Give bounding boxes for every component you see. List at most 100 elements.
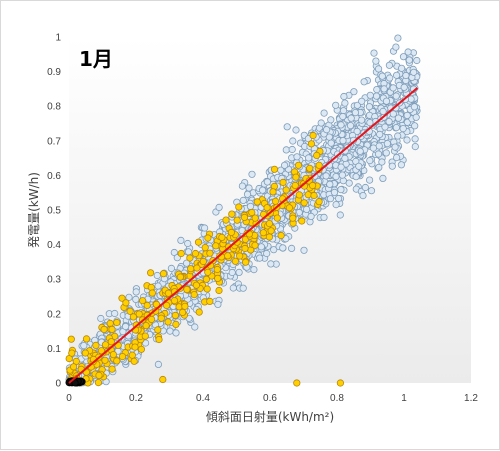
data-point: [336, 379, 344, 387]
data-point: [214, 274, 222, 282]
data-point: [404, 48, 412, 56]
data-point: [270, 165, 279, 173]
data-point: [172, 329, 180, 337]
data-point: [113, 357, 121, 365]
data-point: [213, 265, 221, 274]
data-point: [176, 273, 184, 281]
x-tick-label: 0.4: [196, 393, 210, 404]
data-point: [106, 319, 114, 327]
data-point: [334, 194, 343, 203]
data-point: [248, 208, 256, 217]
data-point: [337, 186, 345, 194]
data-point: [204, 268, 212, 276]
data-point: [132, 295, 140, 303]
data-point: [392, 71, 401, 79]
data-point: [118, 294, 126, 302]
data-point: [70, 363, 78, 371]
y-tick-label: 0.5: [47, 206, 61, 217]
data-point: [108, 325, 116, 333]
data-point: [82, 335, 91, 343]
data-point: [263, 249, 271, 258]
data-point: [265, 233, 273, 241]
data-point: [204, 234, 212, 242]
data-point: [358, 97, 366, 105]
data-point: [322, 172, 330, 180]
data-point: [392, 124, 400, 132]
data-point: [378, 72, 386, 80]
x-tick-label: 0: [66, 393, 72, 404]
data-point: [410, 103, 418, 111]
data-point: [195, 308, 203, 316]
data-point: [332, 173, 340, 181]
data-point: [152, 300, 160, 308]
data-point: [279, 244, 287, 252]
data-point: [172, 320, 180, 328]
y-tick-label: 0.1: [47, 344, 61, 355]
data-point: [199, 257, 207, 266]
data-point: [309, 131, 317, 140]
data-point: [111, 309, 119, 318]
data-point: [251, 241, 259, 249]
data-point: [122, 299, 130, 307]
data-point: [194, 238, 203, 246]
data-point: [191, 323, 199, 331]
data-point: [239, 284, 247, 292]
data-point: [67, 335, 75, 343]
data-point: [267, 227, 275, 235]
data-point: [167, 264, 175, 272]
data-point: [391, 143, 399, 151]
data-point: [307, 140, 315, 148]
data-point: [382, 149, 390, 157]
x-tick-label: 1.2: [464, 393, 478, 404]
data-point: [192, 281, 200, 289]
data-point: [389, 110, 397, 118]
data-point: [256, 254, 264, 262]
data-points: [65, 34, 421, 387]
data-point: [214, 300, 222, 308]
data-point: [166, 327, 174, 335]
data-point: [240, 213, 249, 221]
data-point: [375, 163, 383, 171]
data-point: [374, 150, 383, 158]
data-point: [163, 301, 171, 309]
data-point: [231, 257, 239, 265]
data-point: [411, 122, 419, 130]
data-point: [326, 180, 334, 188]
data-point: [202, 275, 210, 283]
data-point: [388, 162, 396, 170]
data-point: [135, 310, 143, 318]
data-point: [307, 212, 315, 220]
data-point: [128, 351, 136, 359]
data-point: [385, 61, 393, 69]
data-point: [97, 314, 105, 323]
data-point: [258, 186, 267, 194]
data-point: [157, 314, 165, 322]
data-point: [317, 119, 325, 127]
data-point: [81, 349, 90, 357]
data-point: [131, 343, 139, 351]
data-point: [101, 356, 109, 364]
data-point: [159, 375, 167, 384]
data-point: [238, 182, 246, 190]
data-point: [224, 252, 232, 260]
x-tick-label: 0.6: [263, 393, 277, 404]
data-point: [129, 313, 137, 321]
data-point: [360, 78, 368, 86]
y-tick-label: 0: [55, 379, 61, 390]
data-point: [251, 214, 259, 222]
data-point: [228, 268, 236, 277]
data-point: [411, 135, 419, 143]
data-point: [212, 242, 220, 250]
data-point: [154, 282, 162, 290]
data-point: [159, 270, 168, 278]
data-point: [410, 68, 418, 76]
data-point: [80, 341, 88, 350]
data-point: [270, 246, 278, 254]
data-point: [206, 249, 214, 257]
data-point: [259, 229, 267, 237]
x-tick-label: 0.8: [330, 393, 344, 404]
data-point: [287, 244, 296, 252]
data-point: [306, 164, 314, 172]
data-point: [386, 74, 394, 82]
data-point: [215, 286, 223, 295]
